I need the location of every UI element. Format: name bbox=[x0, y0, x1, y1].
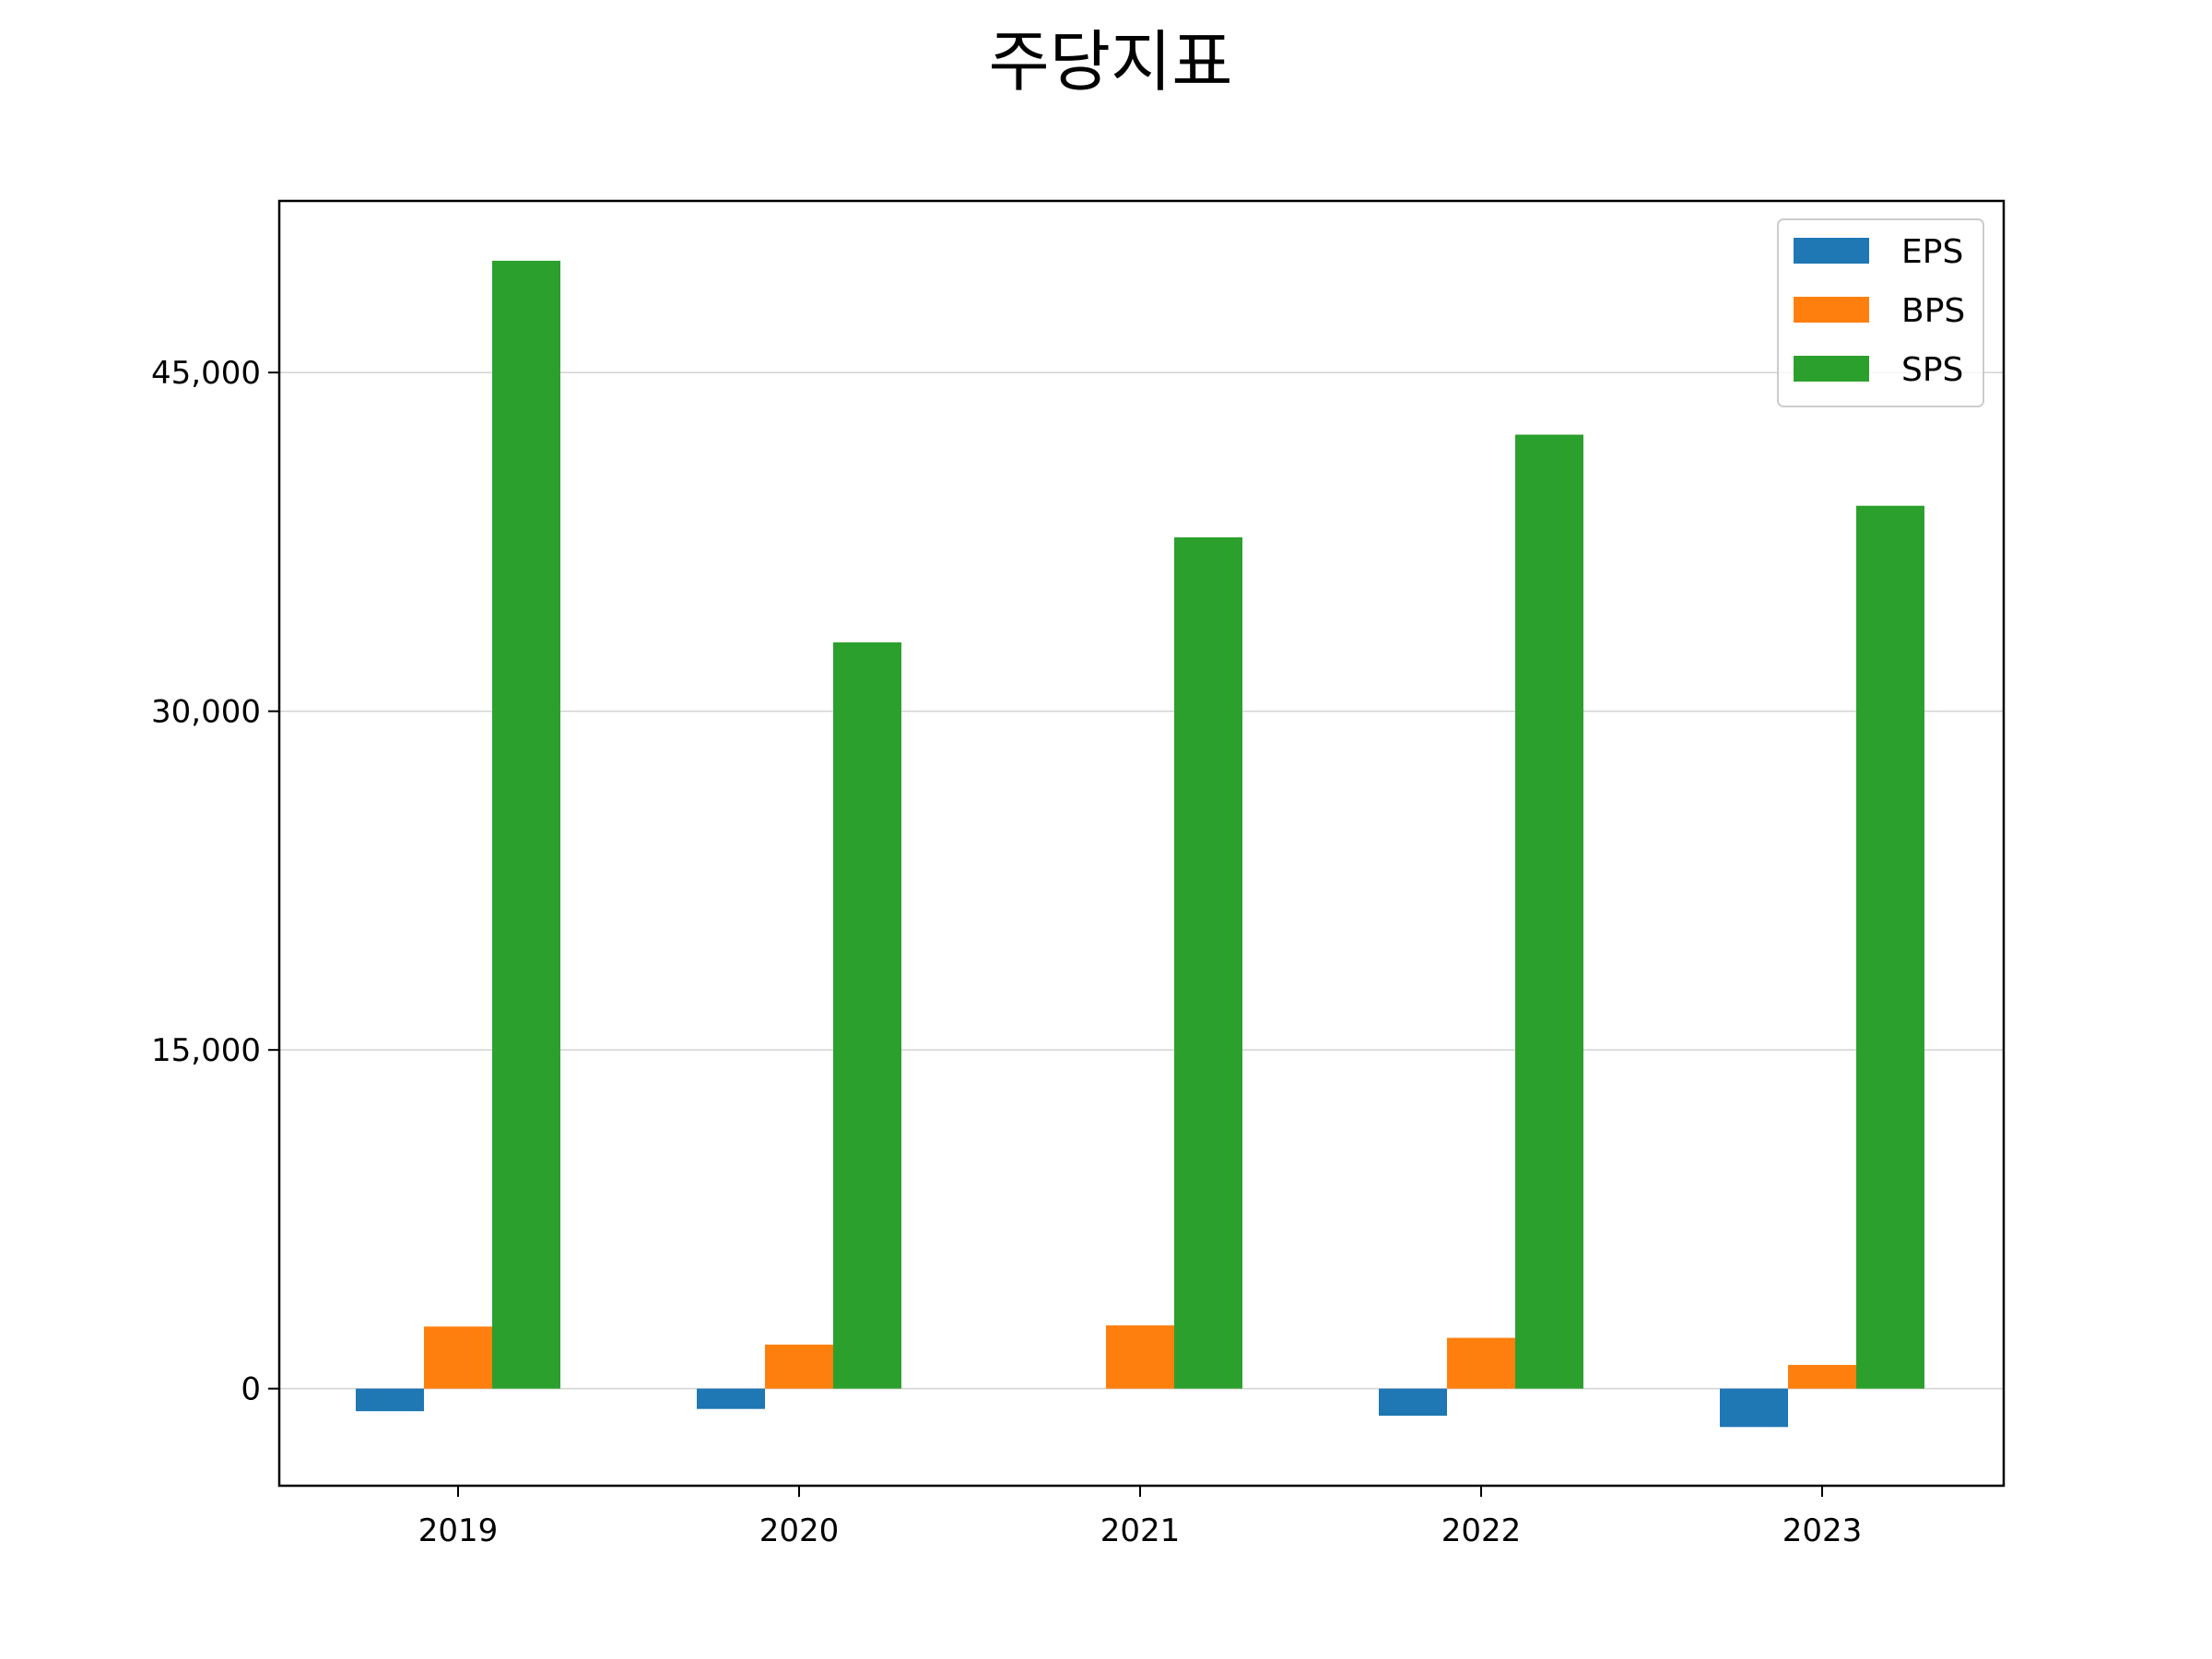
y-tick-label: 0 bbox=[241, 1371, 261, 1408]
legend-label-eps: EPS bbox=[1901, 233, 1963, 271]
bar-bps-2019 bbox=[424, 1326, 492, 1389]
bar-eps-2022 bbox=[1379, 1388, 1447, 1417]
bar-sps-2022 bbox=[1515, 434, 1583, 1389]
legend-label-sps: SPS bbox=[1901, 351, 1963, 389]
bar-eps-2019 bbox=[356, 1388, 424, 1412]
legend-swatch-sps bbox=[1794, 356, 1869, 382]
bar-sps-2020 bbox=[833, 641, 901, 1389]
bar-bps-2023 bbox=[1788, 1364, 1856, 1389]
bar-sps-2021 bbox=[1174, 537, 1242, 1389]
bar-bps-2020 bbox=[765, 1344, 833, 1389]
plot-frame bbox=[277, 199, 2006, 1488]
x-axis: 2019 2020 2021 2022 2023 bbox=[418, 1486, 1863, 1549]
legend-swatch-eps bbox=[1794, 238, 1869, 264]
x-tick-label: 2023 bbox=[1783, 1512, 1863, 1549]
x-tick-label: 2019 bbox=[418, 1512, 499, 1549]
legend-label-bps: BPS bbox=[1901, 292, 1965, 330]
legend: EPS BPS SPS bbox=[1777, 218, 1984, 407]
bar-bps-2022 bbox=[1447, 1337, 1515, 1389]
x-tick-label: 2020 bbox=[759, 1512, 840, 1549]
y-tick-label: 15,000 bbox=[151, 1032, 261, 1069]
bar-eps-2020 bbox=[697, 1388, 765, 1409]
y-tick-label: 30,000 bbox=[151, 694, 261, 731]
bar-sps-2019 bbox=[492, 260, 560, 1389]
y-tick-label: 45,000 bbox=[151, 355, 261, 392]
bar-eps-2023 bbox=[1720, 1388, 1788, 1428]
x-tick-label: 2022 bbox=[1441, 1512, 1522, 1549]
y-axis: 0 15,000 30,000 45,000 bbox=[151, 355, 279, 1408]
bars bbox=[356, 260, 1924, 1428]
x-tick-label: 2021 bbox=[1100, 1512, 1181, 1549]
chart-title: 주당지표 bbox=[989, 23, 1233, 100]
legend-swatch-bps bbox=[1794, 297, 1869, 323]
bar-sps-2023 bbox=[1856, 505, 1924, 1389]
bar-bps-2021 bbox=[1106, 1325, 1174, 1389]
